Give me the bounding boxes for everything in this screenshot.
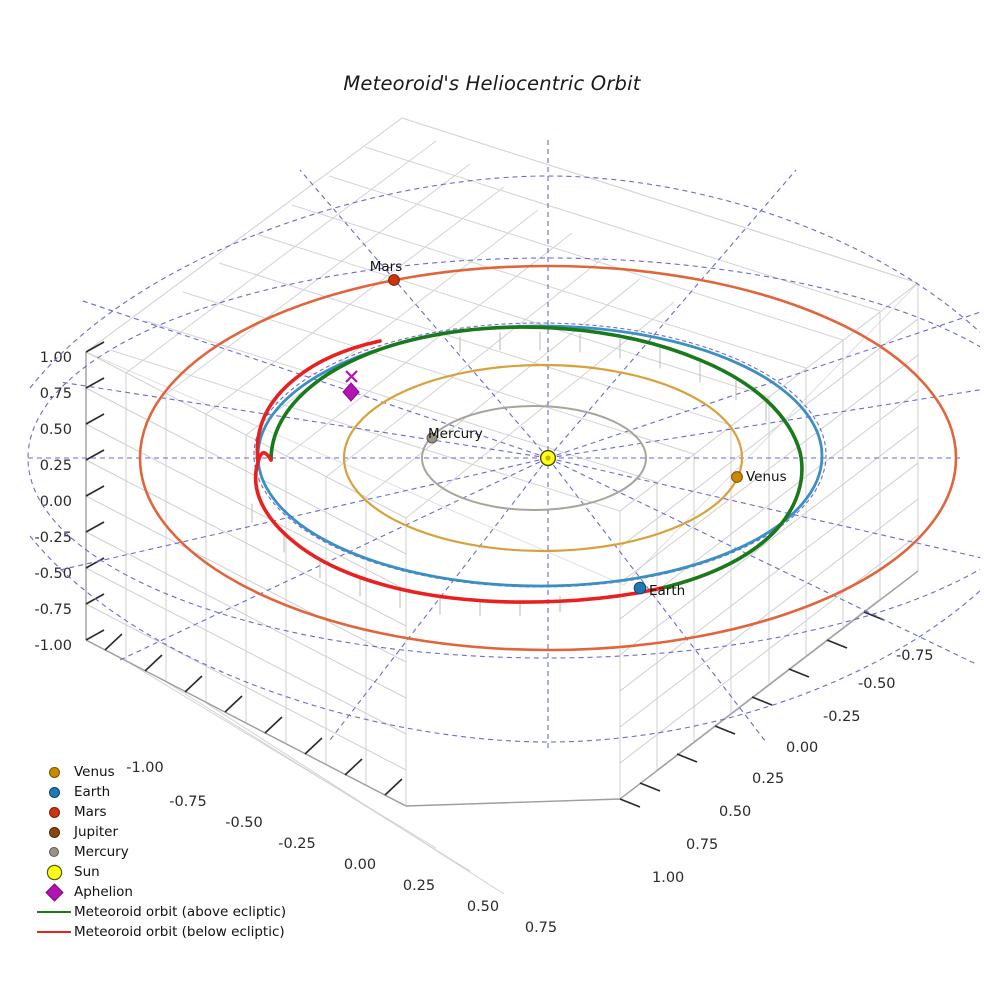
z-tick-0: 1.00	[40, 350, 72, 366]
legend-label-jupiter: Jupiter	[74, 824, 119, 840]
legend-item-aphelion[interactable]: Aphelion	[34, 882, 334, 902]
y-tick-1: -0.50	[858, 676, 896, 692]
z-axis-tick-labels: 1.00 0.75 0.50 0.25 0.00 -0.25 -0.50 -0.…	[34, 350, 72, 654]
perihelion-x-icon[interactable]	[345, 370, 358, 383]
legend-item-mars[interactable]: Mars	[34, 802, 334, 822]
x-axis-tick-labels: -1.00 -0.75 -0.50 -0.25 0.00 0.25 0.50 0…	[126, 760, 557, 936]
legend-label-venus: Venus	[74, 764, 115, 780]
legend: Venus Earth Mars Jupiter Mercury Sun	[34, 762, 334, 942]
mercury-label: Mercury	[428, 426, 483, 442]
venus-label: Venus	[746, 469, 787, 485]
legend-label-earth: Earth	[74, 784, 111, 800]
x-tick-1: -0.75	[169, 794, 207, 810]
x-tick-0: -1.00	[126, 760, 164, 776]
legend-item-venus[interactable]: Venus	[34, 762, 334, 782]
mars-dot-icon	[34, 807, 74, 817]
mars-marker[interactable]	[388, 274, 400, 286]
y-axis-tick-labels: -0.75 -0.50 -0.25 0.00 0.25 0.50 0.75 1.…	[652, 648, 934, 886]
legend-item-meteoroid-below[interactable]: Meteoroid orbit (below ecliptic)	[34, 922, 334, 942]
z-tick-5: -0.25	[34, 530, 72, 546]
y-tick-4: 0.25	[752, 771, 784, 787]
legend-label-aphelion: Aphelion	[74, 884, 133, 900]
meteoroid-orbit-below-left-arc	[255, 339, 382, 464]
sun-dot-icon	[34, 865, 74, 879]
legend-item-mercury[interactable]: Mercury	[34, 842, 334, 862]
aphelion-diamond-icon	[34, 884, 74, 900]
body-markers: Mars Venus Earth Mercury	[342, 259, 787, 599]
x-axis-spine	[85, 639, 407, 807]
x-axis-ticks	[104, 633, 403, 796]
aphelion-marker[interactable]	[342, 382, 360, 402]
z-tick-2: 0.50	[40, 422, 72, 438]
mercury-marker[interactable]	[426, 432, 438, 444]
floor-edge	[405, 798, 621, 807]
pane-grid-top	[85, 117, 919, 519]
legend-item-jupiter[interactable]: Jupiter	[34, 822, 334, 842]
y-tick-0: -0.75	[896, 648, 934, 664]
x-tick-5: 0.25	[403, 878, 435, 894]
sun-core-icon	[545, 455, 551, 461]
x-tick-7: 0.75	[525, 920, 557, 936]
legend-label-meteoroid-above: Meteoroid orbit (above ecliptic)	[74, 904, 287, 920]
earth-dot-icon	[34, 787, 74, 797]
earth-label: Earth	[649, 583, 685, 599]
x-tick-6: 0.50	[467, 899, 499, 915]
z-tick-8: -1.00	[34, 638, 72, 654]
x-tick-2: -0.50	[225, 815, 263, 831]
y-tick-5: 0.50	[719, 804, 751, 820]
mars-label: Mars	[370, 259, 403, 275]
z-tick-7: -0.75	[34, 602, 72, 618]
mars-orbit-path	[138, 264, 958, 652]
x-tick-3: -0.25	[278, 836, 316, 852]
y-axis-spine	[619, 570, 919, 800]
mercury-dot-icon	[34, 848, 74, 856]
mercury-orbit-path	[421, 405, 647, 511]
venus-marker[interactable]	[731, 471, 743, 483]
projection-dashed-lines	[27, 140, 980, 748]
meteoroid-orbit-above-ecliptic	[269, 325, 804, 590]
meteoroid-ecliptic-stems	[251, 331, 767, 617]
legend-item-meteoroid-above[interactable]: Meteoroid orbit (above ecliptic)	[34, 902, 334, 922]
venus-orbit-path	[342, 363, 744, 553]
z-tick-1: 0.75	[40, 386, 72, 402]
y-tick-6: 0.75	[686, 837, 718, 853]
page-title: Meteoroid's Heliocentric Orbit	[343, 72, 641, 95]
legend-label-meteoroid-below: Meteoroid orbit (below ecliptic)	[74, 924, 285, 940]
y-tick-2: -0.25	[823, 709, 861, 725]
jupiter-dot-icon	[34, 827, 74, 837]
legend-label-mercury: Mercury	[74, 844, 129, 860]
z-tick-4: 0.00	[40, 494, 72, 510]
y-tick-7: 1.00	[652, 870, 684, 886]
y-tick-3: 0.00	[786, 740, 818, 756]
legend-label-mars: Mars	[74, 804, 107, 820]
z-tick-6: -0.50	[34, 566, 72, 582]
x-tick-4: 0.00	[344, 857, 376, 873]
red-line-icon	[34, 931, 74, 933]
earth-marker[interactable]	[633, 581, 647, 595]
green-line-icon	[34, 911, 74, 913]
legend-label-sun: Sun	[74, 864, 100, 880]
venus-dot-icon	[34, 767, 74, 777]
legend-item-earth[interactable]: Earth	[34, 782, 334, 802]
z-axis-ticks	[85, 341, 105, 641]
legend-item-sun[interactable]: Sun	[34, 862, 334, 882]
z-tick-3: 0.25	[40, 458, 72, 474]
